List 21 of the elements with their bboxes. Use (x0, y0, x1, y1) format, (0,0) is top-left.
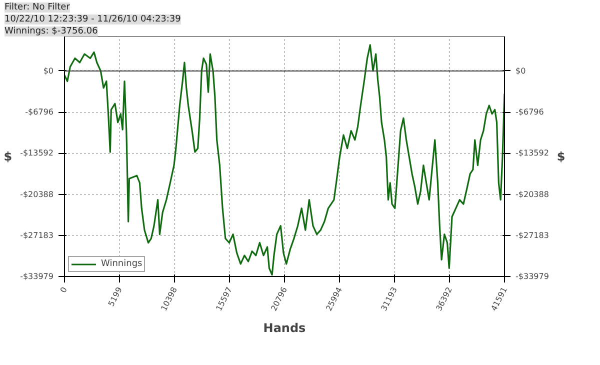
y2-axis-title: $ (556, 150, 566, 164)
y-tick-label: -$6796 (25, 108, 54, 117)
y-axis-title: $ (4, 150, 12, 164)
y2-tick-label: -$20388 (516, 190, 549, 199)
x-tick-label: 0 (58, 286, 69, 294)
y2-tick-label: $0 (516, 66, 526, 76)
x-axis-title: Hands (263, 320, 306, 335)
y2-tick-label: -$13592 (516, 148, 549, 158)
text: Winnings: $-3756.06 (4, 26, 98, 36)
y-tick-label: -$13592 (20, 148, 54, 158)
legend-label: Winnings (101, 259, 142, 269)
y-tick-label: -$27183 (20, 230, 54, 240)
y-tick-label: -$33979 (20, 272, 54, 281)
y2-tick-label: -$33979 (516, 272, 549, 281)
text: 10/22/10 12:23:39 - 11/26/10 04:23:39 (4, 14, 182, 24)
y2-tick-label: -$27183 (516, 230, 549, 240)
x-tick-label: 5199 (106, 286, 124, 308)
text: Filter: No Filter (4, 2, 70, 12)
y-tick-label: $0 (43, 66, 54, 76)
y2-tick-label: -$6796 (516, 108, 544, 117)
y-tick-label: -$20388 (20, 190, 54, 199)
